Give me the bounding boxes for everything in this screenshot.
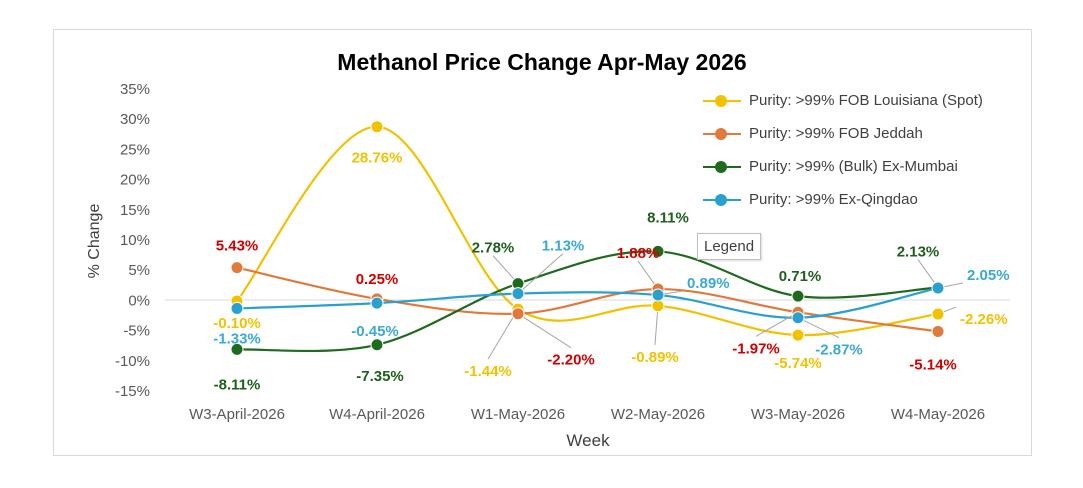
data-label-jeddah: -1.97% [732, 340, 780, 357]
data-label-mumbai: 2.78% [472, 240, 515, 257]
data-point-qingdao[interactable] [370, 296, 384, 310]
y-axis-label: % Change [86, 204, 103, 279]
legend-item-louisiana[interactable]: Purity: >99% FOB Louisiana (Spot) [703, 88, 1023, 113]
data-label-louisiana: -2.26% [960, 311, 1008, 328]
y-tick-label: 10% [120, 232, 150, 249]
data-label-jeddah: 1.88% [617, 245, 660, 262]
legend-swatch-louisiana [703, 94, 741, 107]
data-point-louisiana[interactable] [931, 307, 945, 321]
data-point-louisiana[interactable] [791, 328, 805, 342]
data-point-jeddah[interactable] [511, 307, 525, 321]
data-label-jeddah: 0.25% [356, 271, 399, 288]
data-point-jeddah[interactable] [230, 261, 244, 275]
y-tick-label: 5% [128, 262, 150, 279]
legend-item-qingdao[interactable]: Purity: >99% Ex-Qingdao [703, 187, 1023, 212]
legend[interactable]: Purity: >99% FOB Louisiana (Spot) Purity… [703, 88, 1023, 220]
y-tick-label: -5% [123, 323, 150, 340]
chart-area [53, 29, 1032, 456]
data-label-qingdao: 1.13% [542, 238, 585, 255]
legend-swatch-qingdao [703, 193, 741, 206]
x-tick-label: W1-May-2026 [471, 406, 565, 423]
x-tick-label: W2-May-2026 [611, 406, 705, 423]
y-tick-label: 35% [120, 81, 150, 98]
data-point-qingdao[interactable] [651, 288, 665, 302]
data-point-mumbai[interactable] [791, 289, 805, 303]
data-label-mumbai: 2.13% [897, 244, 940, 261]
data-label-louisiana: -1.44% [464, 363, 512, 380]
data-label-qingdao: 2.05% [967, 267, 1010, 284]
x-tick-label: W3-April-2026 [189, 406, 285, 423]
legend-label: Purity: >99% (Bulk) Ex-Mumbai [749, 158, 958, 175]
y-tick-label: 0% [128, 292, 150, 309]
data-point-louisiana[interactable] [651, 299, 665, 313]
legend-label: Purity: >99% Ex-Qingdao [749, 191, 918, 208]
data-label-qingdao: -0.45% [351, 323, 399, 340]
legend-tooltip: Legend [697, 233, 762, 260]
data-point-mumbai[interactable] [651, 244, 665, 258]
legend-item-mumbai[interactable]: Purity: >99% (Bulk) Ex-Mumbai [703, 154, 1023, 179]
y-tick-label: 25% [120, 141, 150, 158]
data-label-jeddah: -2.20% [547, 352, 595, 369]
legend-swatch-jeddah [703, 127, 741, 140]
data-label-qingdao: 0.89% [687, 275, 730, 292]
data-label-mumbai: -7.35% [356, 368, 404, 385]
label-leader-line [517, 253, 564, 294]
y-tick-label: -10% [115, 353, 150, 370]
x-tick-label: W4-April-2026 [329, 406, 425, 423]
data-point-mumbai[interactable] [230, 342, 244, 356]
x-tick-label: W3-May-2026 [751, 406, 845, 423]
data-label-louisiana: -0.89% [631, 349, 679, 366]
label-leader-line [517, 313, 572, 349]
data-point-louisiana[interactable] [370, 120, 384, 134]
label-leader-line [797, 317, 840, 339]
data-label-jeddah: -5.14% [909, 356, 957, 373]
data-label-louisiana: -0.10% [213, 315, 261, 332]
data-point-qingdao[interactable] [230, 301, 244, 315]
data-point-mumbai[interactable] [370, 338, 384, 352]
x-axis-label: Week [566, 431, 610, 450]
label-leader-line [654, 305, 659, 345]
data-point-jeddah[interactable] [931, 324, 945, 338]
data-label-louisiana: 28.76% [352, 150, 403, 167]
legend-label: Purity: >99% FOB Jeddah [749, 125, 923, 142]
legend-label: Purity: >99% FOB Louisiana (Spot) [749, 92, 983, 109]
label-leader-line [755, 311, 799, 337]
series-line-qingdao[interactable] [236, 286, 939, 319]
data-point-qingdao[interactable] [931, 281, 945, 295]
data-label-mumbai: 8.11% [647, 209, 689, 226]
data-label-jeddah: 5.43% [216, 238, 259, 255]
series-line-jeddah[interactable] [236, 266, 939, 333]
data-point-qingdao[interactable] [511, 287, 525, 301]
series-line-mumbai[interactable] [236, 250, 939, 353]
legend-item-jeddah[interactable]: Purity: >99% FOB Jeddah [703, 121, 1023, 146]
y-tick-label: -15% [115, 383, 150, 400]
data-label-mumbai: -8.11% [214, 376, 261, 393]
y-tick-label: 20% [120, 172, 150, 189]
data-label-qingdao: -2.87% [815, 342, 863, 359]
data-label-mumbai: 0.71% [779, 268, 822, 285]
x-tick-label: W4-May-2026 [891, 406, 985, 423]
legend-swatch-mumbai [703, 160, 741, 173]
data-label-louisiana: -5.74% [774, 355, 822, 372]
data-label-qingdao: -1.33% [213, 330, 261, 347]
y-tick-label: 30% [120, 111, 150, 128]
data-point-qingdao[interactable] [791, 311, 805, 325]
chart-title: Methanol Price Change Apr-May 2026 [337, 49, 746, 75]
y-tick-label: 15% [120, 202, 150, 219]
